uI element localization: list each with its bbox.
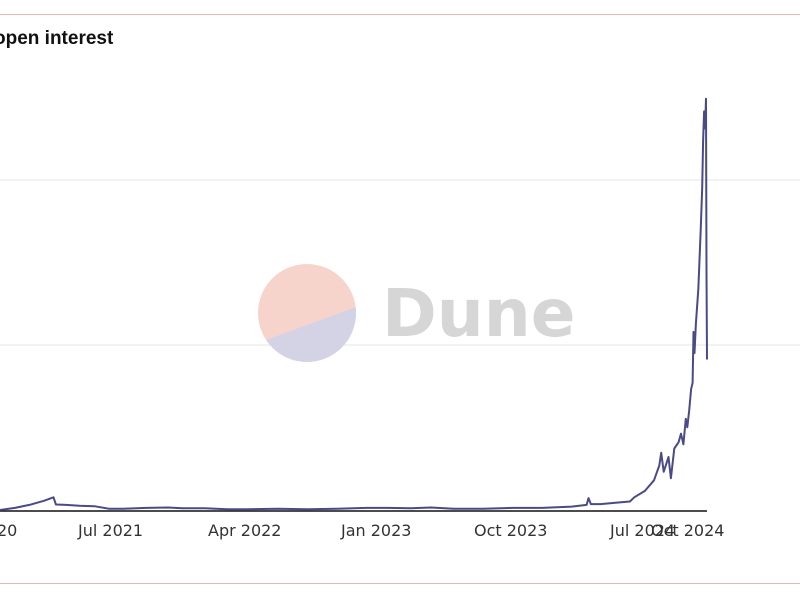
x-axis-ticks: 20 Jul 2021 Apr 2022 Jan 2023 Oct 2023 J… [0, 521, 724, 540]
x-tick-label: 20 [0, 521, 17, 540]
series-line [0, 97, 708, 511]
gridlines [0, 179, 800, 346]
x-tick-label: Jul 2021 [77, 521, 143, 540]
x-tick-label: Apr 2022 [208, 521, 281, 540]
dune-logo: Dune [258, 264, 576, 362]
x-tick-label: Oct 2024 [651, 521, 724, 540]
chart-card [0, 14, 800, 584]
chart-title: open interest [0, 28, 114, 49]
x-tick-label: Oct 2023 [474, 521, 547, 540]
x-tick-label: Jan 2023 [340, 521, 411, 540]
x-tick-label: Jul 2024 [609, 521, 675, 540]
watermark-text: Dune [382, 275, 576, 352]
